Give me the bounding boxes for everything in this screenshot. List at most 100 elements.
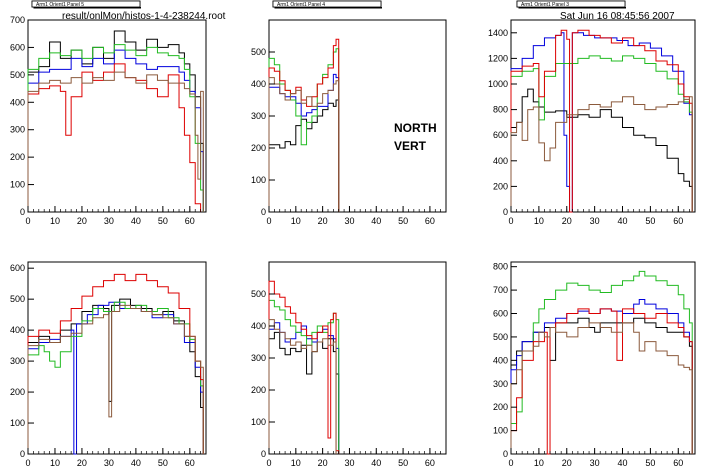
y-tick-label: 800 xyxy=(493,262,508,272)
series-line-0 xyxy=(27,298,204,454)
x-tick-label: 30 xyxy=(590,458,600,468)
panel-4: Arm1 Orient1 Panel 40 10 20 30 40 50 600100200… xyxy=(251,0,447,468)
y-tick-label: 100 xyxy=(251,417,266,427)
series-line-1 xyxy=(27,301,204,455)
series-line-2 xyxy=(510,55,693,212)
series-line-4 xyxy=(27,71,204,212)
x-tick-label: 50 xyxy=(158,458,168,468)
panel-title: Arm1 Orient1 Panel 5 xyxy=(36,2,84,8)
y-tick-label: 600 xyxy=(10,263,25,273)
y-tick-label: 400 xyxy=(493,355,508,365)
y-tick-label: 100 xyxy=(493,426,508,436)
series-line-4 xyxy=(510,322,693,454)
x-tick-label: 60 xyxy=(185,458,195,468)
x-tick-label: 0 xyxy=(266,216,271,226)
x-tick-label: 20 xyxy=(77,216,87,226)
y-tick-label: 500 xyxy=(10,70,25,80)
series-line-1 xyxy=(268,73,340,212)
x-tick-label: 0 xyxy=(25,216,30,226)
x-tick-label: 40 xyxy=(371,216,381,226)
y-tick-label: 600 xyxy=(10,42,25,52)
plot-frame xyxy=(27,261,207,455)
y-tick-label: 200 xyxy=(251,143,266,153)
series-line-0 xyxy=(268,331,340,454)
y-tick-label: 300 xyxy=(10,125,25,135)
x-tick-label: 50 xyxy=(158,216,168,226)
series-line-0 xyxy=(510,317,693,454)
panel-title-shadow xyxy=(33,7,141,9)
series-line-2 xyxy=(27,44,204,212)
panel-title-tab: Arm1 Orient1 Panel 3 xyxy=(516,0,626,9)
plot-frame xyxy=(268,261,447,455)
y-tick-label: 600 xyxy=(493,309,508,319)
panel-1: Arm1 Orient1 Panel 101020304050600100200… xyxy=(251,0,447,226)
x-tick-label: 0 xyxy=(266,458,271,468)
panel-title-shadow xyxy=(274,7,382,9)
y-tick-label: 1400 xyxy=(488,28,508,38)
series-line-4 xyxy=(27,304,204,454)
y-tick-label: 300 xyxy=(251,353,266,363)
x-tick-label: 10 xyxy=(291,458,301,468)
series-line-4 xyxy=(268,319,337,454)
panel-title-shadow xyxy=(518,7,626,9)
series-line-1 xyxy=(510,32,693,213)
y-tick-label: 500 xyxy=(10,294,25,304)
y-tick-label: 0 xyxy=(503,449,508,459)
x-tick-label: 0 xyxy=(508,458,513,468)
x-tick-label: 0 xyxy=(25,458,30,468)
y-tick-label: 400 xyxy=(10,325,25,335)
y-tick-label: 200 xyxy=(493,402,508,412)
y-tick-label: 700 xyxy=(10,15,25,25)
y-tick-label: 300 xyxy=(10,356,25,366)
panel-title: Arm1 Orient1 Panel 3 xyxy=(521,2,569,8)
vert-annotation: VERT xyxy=(394,139,427,153)
x-tick-label: 10 xyxy=(50,216,60,226)
y-tick-label: 0 xyxy=(261,207,266,217)
north-annotation: NORTH xyxy=(394,121,437,135)
y-tick-label: 200 xyxy=(10,152,25,162)
series-line-0 xyxy=(27,30,204,212)
x-tick-label: 50 xyxy=(398,458,408,468)
y-tick-label: 100 xyxy=(251,175,266,185)
series-line-2 xyxy=(268,299,340,454)
y-tick-label: 200 xyxy=(10,387,25,397)
y-tick-label: 600 xyxy=(493,130,508,140)
series-line-3 xyxy=(27,273,204,454)
x-tick-label: 30 xyxy=(104,216,114,226)
panel-2: Arm1 Orient1 Panel 201020304050600200400… xyxy=(488,0,696,226)
x-tick-label: 20 xyxy=(562,458,572,468)
x-tick-label: 40 xyxy=(618,458,628,468)
series-line-3 xyxy=(27,63,202,212)
plot-frame xyxy=(510,261,696,455)
y-tick-label: 500 xyxy=(251,47,266,57)
y-tick-label: 500 xyxy=(251,289,266,299)
series-line-0 xyxy=(268,99,340,212)
x-tick-label: 30 xyxy=(104,458,114,468)
series-line-0 xyxy=(510,88,693,212)
x-tick-label: 40 xyxy=(131,458,141,468)
x-tick-label: 40 xyxy=(618,216,628,226)
y-tick-label: 400 xyxy=(493,156,508,166)
y-tick-label: 400 xyxy=(251,321,266,331)
x-tick-label: 40 xyxy=(131,216,141,226)
panel-3: Arm1 Orient1 Panel 50 10 20 30 40 50 600100200… xyxy=(10,0,207,468)
y-tick-label: 100 xyxy=(10,418,25,428)
x-tick-label: 20 xyxy=(562,216,572,226)
y-tick-label: 200 xyxy=(251,385,266,395)
y-tick-label: 1000 xyxy=(488,79,508,89)
panel-title-tab: Arm1 Orient1 Panel 5 xyxy=(31,0,141,9)
x-tick-label: 30 xyxy=(590,216,600,226)
x-tick-label: 60 xyxy=(673,216,683,226)
panel-title: Arm1 Orient1 Panel 4 xyxy=(277,2,325,8)
y-tick-label: 0 xyxy=(261,449,266,459)
panel-0: Arm1 Orient1 Panel 001020304050600100200… xyxy=(10,0,207,226)
y-tick-label: 300 xyxy=(251,111,266,121)
x-tick-label: 50 xyxy=(645,458,655,468)
series-line-4 xyxy=(510,96,693,212)
y-tick-label: 700 xyxy=(493,285,508,295)
x-tick-label: 10 xyxy=(534,458,544,468)
x-tick-label: 0 xyxy=(508,216,513,226)
x-tick-label: 10 xyxy=(291,216,301,226)
series-line-4 xyxy=(268,77,340,212)
